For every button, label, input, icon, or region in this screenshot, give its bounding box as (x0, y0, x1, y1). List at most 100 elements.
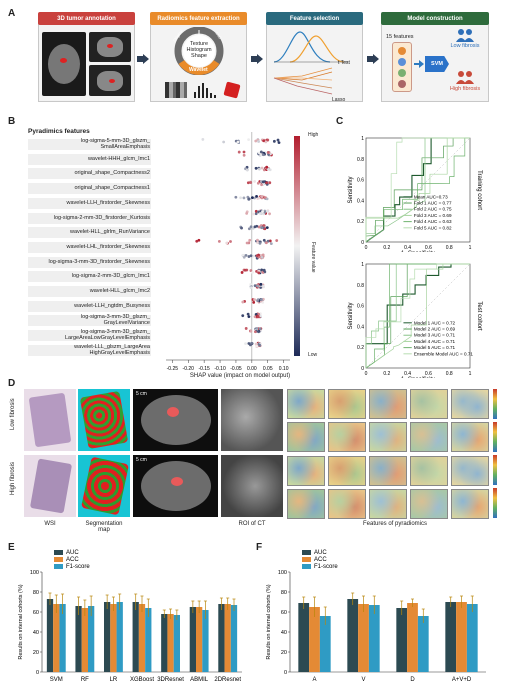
feature-map-tile (369, 456, 407, 486)
shap-point (247, 255, 251, 258)
shap-point (258, 327, 262, 331)
shap-point (266, 138, 270, 142)
roc-curve (365, 137, 470, 243)
feature-name: wavelet-LLL_glszm_LargeArea HighGrayLeve… (74, 343, 150, 356)
roc-side-label: Training cohort (476, 170, 482, 210)
roc-test: 00 0.2 0.2 0.4 0.4 0.6 0.6 0.8 0.8 1 1 1 -Specifici… (348, 262, 482, 378)
shap-point (254, 212, 258, 216)
shap-point (263, 210, 267, 214)
scale-low: 5 cm (136, 391, 147, 397)
shap-xtick-label: -0.05 (230, 366, 242, 372)
bar (230, 605, 238, 672)
roc-curve (365, 263, 470, 368)
roc-legend-entry: Fold 4 AUC = 0.63 (414, 219, 452, 224)
shap-point (249, 269, 253, 272)
shap-point (260, 194, 263, 198)
feature-map-tile (451, 489, 489, 519)
feature-name: wavelet-HHH_glcm_Imc1 (87, 155, 150, 162)
panel-f-label: F (256, 542, 263, 553)
shap-point (254, 139, 258, 143)
ttest-label: t Test (338, 60, 350, 66)
colorbar-low: Low (308, 352, 318, 358)
bar (466, 604, 478, 672)
shap-xtick-label: -0.10 (214, 366, 226, 372)
legend-swatch (302, 557, 311, 562)
shap-point (265, 165, 269, 169)
feature-row-bg (28, 300, 151, 312)
wsi-low (24, 389, 76, 451)
feature-map-tile (287, 489, 325, 519)
shap-point (247, 342, 251, 345)
bar-category-label: LR (110, 677, 118, 683)
feature-map-colorbar (493, 455, 497, 485)
high-fibrosis-people-icon (456, 71, 474, 84)
shap-plot: -0.25 -0.20 -0.15 -0.10 -0.05 0.00 0.05 0.10 (166, 132, 290, 372)
shap-point (276, 138, 280, 142)
segmentation-low (78, 389, 130, 451)
panel-e-label: E (8, 542, 15, 553)
shap-point (197, 238, 201, 242)
feature-name: log-sigma-2-mm-3D_firstorder_Kurtosis (53, 214, 150, 221)
legend-entry: ACC (314, 557, 327, 563)
legend-swatch (302, 564, 311, 569)
bar-ytick-label: 0 (36, 670, 39, 676)
shap-point (222, 140, 226, 144)
shap-point (229, 240, 232, 243)
shap-point (259, 150, 263, 154)
bar-chart-models: 0 20 40 60 80 100 Results on internal cohorts … (18, 550, 242, 683)
shap-point (257, 140, 261, 143)
bar (417, 616, 429, 672)
shap-point (248, 238, 252, 242)
feature-map-tile (328, 422, 366, 452)
shap-point (257, 271, 261, 275)
bar (138, 604, 146, 672)
shap-xtick-label: -0.20 (183, 366, 195, 372)
roc-xtick: 0.4 (404, 245, 411, 251)
bar (456, 602, 467, 672)
shap-point (252, 212, 256, 216)
shap-point (260, 183, 263, 187)
feature-row-bg (28, 153, 151, 165)
arrow-2-icon (251, 54, 263, 64)
shap-point (255, 269, 258, 273)
bar-ytick-label: 80 (33, 590, 39, 596)
shap-point (253, 330, 257, 334)
bar-category-label: RF (81, 677, 89, 683)
shap-point (201, 138, 205, 141)
panel-c-label: C (336, 116, 344, 127)
bar (407, 603, 418, 672)
shap-point (275, 239, 279, 242)
step-model-header: Model construction (381, 12, 489, 25)
donut-texture: Texture (189, 41, 209, 47)
arrow-svm-icon (414, 60, 424, 68)
shap-point (246, 181, 250, 185)
shap-point (255, 224, 259, 228)
roc-xtick: 0.6 (425, 371, 432, 377)
shap-point (244, 253, 248, 257)
roc-ytick: 1 (361, 136, 364, 142)
shap-point (244, 327, 248, 330)
pyradiomics-feature-maps (287, 389, 499, 519)
colorbar-label: Feature value (310, 242, 316, 273)
shap-point (257, 196, 261, 200)
roc-xtick: 0.8 (446, 371, 453, 377)
shap-point (262, 285, 265, 289)
roc-curve (365, 137, 470, 242)
shap-point (240, 271, 244, 274)
shap-point (250, 341, 253, 345)
feature-row-bg (28, 286, 151, 297)
roi-zoom-high (221, 455, 283, 517)
feature-row-bg (28, 344, 151, 356)
roc-xtick: 0.2 (383, 245, 390, 251)
shap-point (236, 140, 240, 144)
shap-point (255, 194, 258, 198)
colorbar (294, 136, 300, 356)
roc-ytick: 1 (361, 262, 364, 268)
histogram-icon (194, 83, 216, 98)
feature-map-tile (369, 389, 407, 419)
feature-map-colorbar (493, 488, 497, 518)
feature-name: log-sigma-3-mm-3D_glszm_ GrayLevelVarian… (80, 314, 150, 327)
roc-legend-entry: Fold 2 AUC = 0.75 (414, 207, 452, 212)
shap-point (258, 343, 261, 347)
bar-chart-phases: 0 20 40 60 80 100 Results on internal cohorts … (266, 550, 486, 683)
